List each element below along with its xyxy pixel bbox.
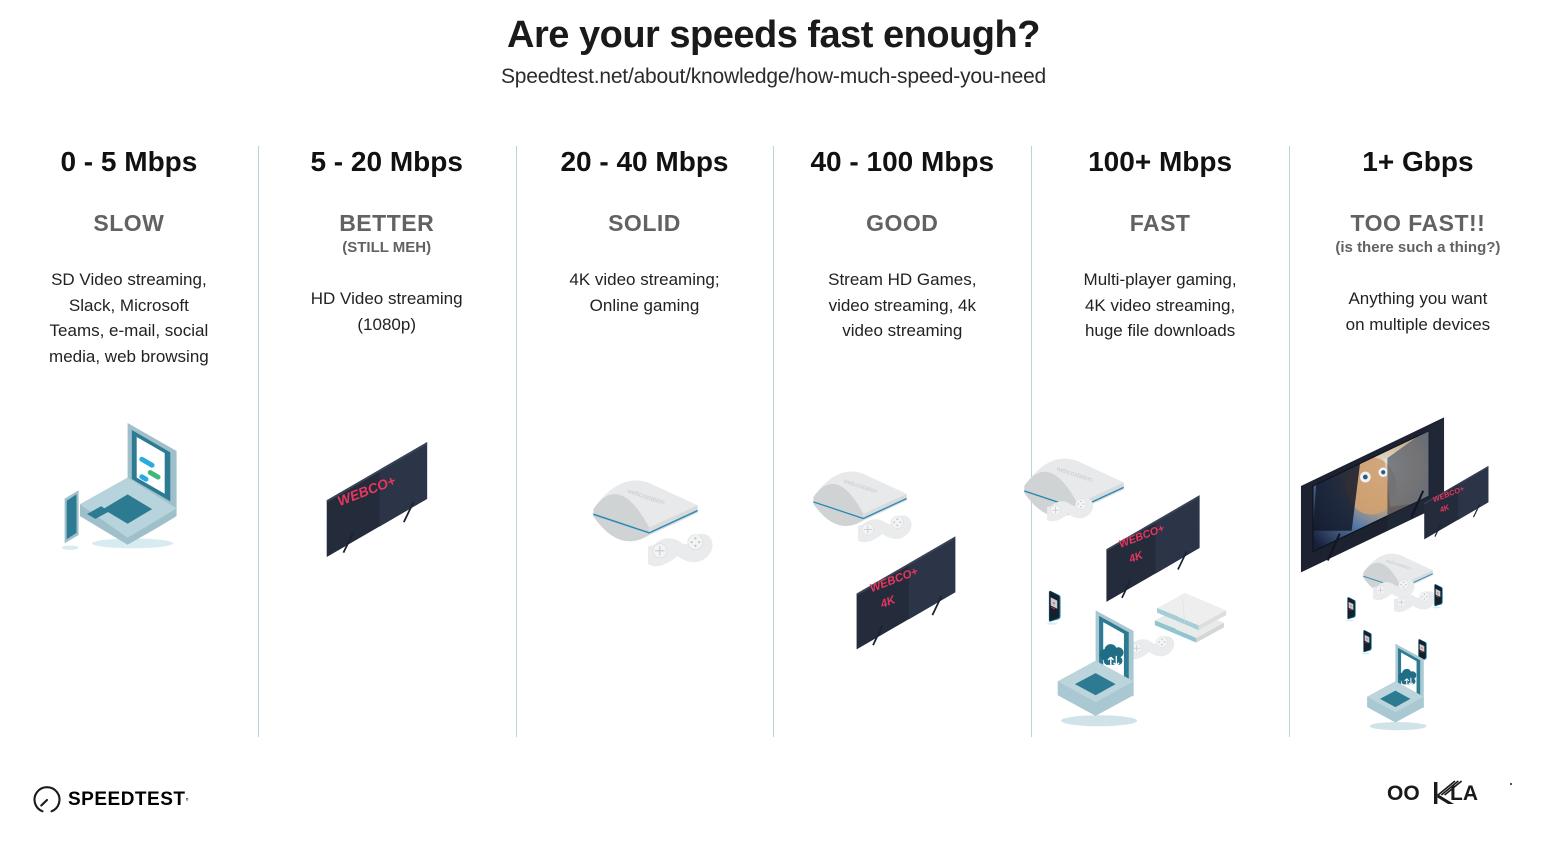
svg-text:LA: LA [1450,782,1478,805]
svg-text:OO: OO [1387,782,1420,805]
